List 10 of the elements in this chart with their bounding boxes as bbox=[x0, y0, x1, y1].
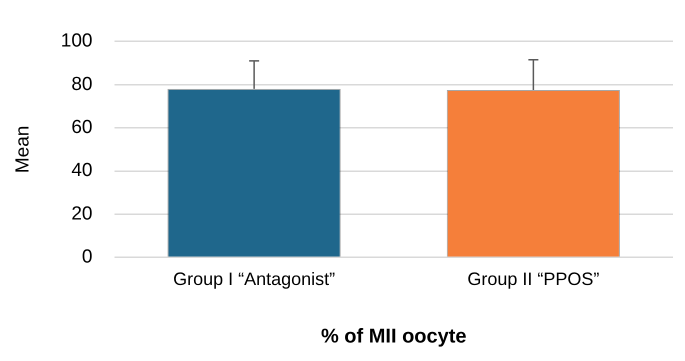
y-tick-label: 80 bbox=[71, 74, 92, 95]
y-tick-label: 100 bbox=[60, 30, 92, 52]
y-tick-label: 0 bbox=[82, 246, 92, 268]
x-tick-label: Group II “PPOS” bbox=[467, 269, 600, 290]
y-tick-label: 60 bbox=[71, 117, 92, 138]
y-tick-label: 20 bbox=[71, 203, 92, 224]
x-axis-title: % of MII oocyte bbox=[320, 326, 467, 348]
y-axis-title: Mean bbox=[12, 126, 34, 174]
x-tick-label: Group I “Antagonist” bbox=[173, 269, 336, 290]
y-tick-label: 40 bbox=[71, 160, 92, 182]
